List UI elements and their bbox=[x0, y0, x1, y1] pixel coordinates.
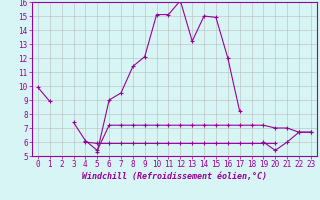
X-axis label: Windchill (Refroidissement éolien,°C): Windchill (Refroidissement éolien,°C) bbox=[82, 172, 267, 181]
